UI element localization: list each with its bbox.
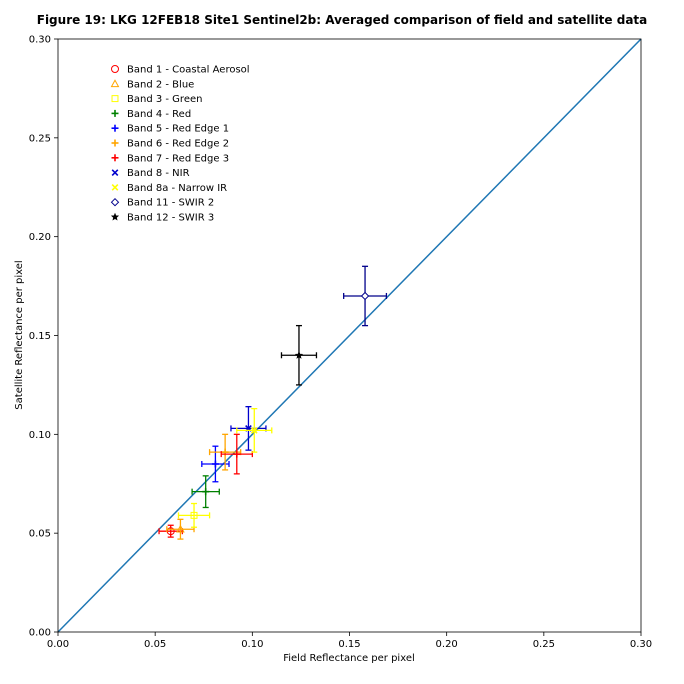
x-tick-label: 0.10 [241, 639, 263, 650]
legend-marker [111, 124, 119, 132]
legend-marker-shape [111, 95, 119, 103]
x-axis-label: Field Reflectance per pixel [283, 653, 415, 664]
data-marker [294, 350, 304, 359]
series-point-7 [220, 433, 253, 475]
data-marker [176, 524, 185, 533]
legend-marker-shape [110, 212, 120, 221]
y-tick-label: 0.20 [29, 232, 51, 243]
legend-marker [111, 169, 119, 176]
legend-label: Band 6 - Red Edge 2 [127, 139, 229, 150]
y-axis-label: Satellite Reflectance per pixel [14, 260, 25, 409]
y-tick-label: 0.05 [29, 529, 51, 540]
legend-label: Band 2 - Blue [127, 79, 194, 90]
legend-label: Band 8 - NIR [127, 168, 190, 179]
series-point-10 [343, 265, 388, 327]
legend-marker [111, 154, 119, 162]
legend-label: Band 7 - Red Edge 3 [127, 153, 229, 164]
reference-line-layer [57, 38, 642, 633]
legend-label: Band 1 - Coastal Aerosol [127, 65, 250, 76]
x-tick-label: 0.20 [436, 639, 458, 650]
legend-label: Band 4 - Red [127, 109, 191, 120]
x-tick-label: 0.15 [338, 639, 360, 650]
legend-label: Band 5 - Red Edge 1 [127, 124, 229, 135]
data-marker [233, 450, 241, 458]
legend-item: Band 8a - Narrow IR [111, 183, 227, 194]
legend-marker-shape [110, 79, 120, 88]
data-marker-shape [294, 350, 304, 359]
legend-marker-b [111, 169, 119, 176]
legend-marker [111, 184, 119, 191]
legend-label: Band 11 - SWIR 2 [127, 198, 214, 209]
x-tick-label: 0.30 [630, 639, 652, 650]
data-marker-b [250, 427, 258, 434]
data-marker [360, 291, 370, 301]
series-point-11 [280, 324, 318, 386]
legend-item: Band 7 - Red Edge 3 [111, 153, 229, 164]
legend-item: Band 11 - SWIR 2 [110, 197, 214, 209]
y-tick-label: 0.30 [29, 35, 51, 46]
y-tick-label: 0.15 [29, 331, 51, 342]
series-point-4 [191, 475, 220, 509]
series-point-3 [177, 502, 211, 528]
legend-label: Band 8a - Narrow IR [127, 183, 227, 194]
one-to-one-line [57, 38, 642, 633]
legend-item: Band 5 - Red Edge 1 [111, 124, 229, 135]
legend-marker [110, 79, 120, 88]
legend-label: Band 3 - Green [127, 94, 202, 105]
legend-label: Band 12 - SWIR 3 [127, 213, 214, 224]
legend-item: Band 2 - Blue [110, 79, 194, 90]
legend-marker [111, 109, 119, 117]
y-tick-label: 0.25 [29, 133, 51, 144]
legend-marker [110, 197, 120, 207]
legend-item: Band 6 - Red Edge 2 [111, 139, 229, 150]
data-marker [211, 460, 219, 468]
legend: Band 1 - Coastal Aerosol Band 2 - Blue Ban… [110, 65, 250, 224]
y-tick-label: 0.10 [29, 430, 51, 441]
x-axis: 0.00 0.05 0.10 0.15 0.20 0.25 0.30 [47, 632, 652, 650]
legend-marker-b [111, 184, 119, 191]
data-marker-shape [360, 291, 370, 301]
legend-marker [111, 95, 119, 103]
data-marker-shape [190, 511, 198, 519]
chart-title: Figure 19: LKG 12FEB18 Site1 Sentinel2b:… [37, 13, 648, 27]
data-marker [190, 511, 198, 519]
legend-marker [111, 65, 119, 73]
legend-item: Band 1 - Coastal Aerosol [111, 65, 250, 76]
series-point-9 [236, 407, 273, 453]
x-tick-label: 0.25 [533, 639, 555, 650]
y-axis: 0.00 0.05 0.10 0.15 0.20 0.25 0.30 [29, 35, 58, 639]
legend-item: Band 12 - SWIR 3 [110, 212, 214, 224]
legend-item: Band 3 - Green [111, 94, 202, 105]
x-tick-label: 0.05 [144, 639, 166, 650]
data-marker-shape [176, 524, 185, 533]
legend-item: Band 4 - Red [111, 109, 191, 120]
data-marker [250, 427, 258, 434]
legend-marker [110, 212, 120, 221]
legend-item: Band 8 - NIR [111, 168, 190, 179]
y-tick-label: 0.00 [29, 628, 51, 639]
legend-marker-shape [110, 197, 120, 207]
legend-marker [111, 139, 119, 147]
data-marker [202, 488, 210, 496]
legend-marker-shape [111, 65, 119, 73]
series-layer [158, 265, 388, 540]
x-tick-label: 0.00 [47, 639, 69, 650]
